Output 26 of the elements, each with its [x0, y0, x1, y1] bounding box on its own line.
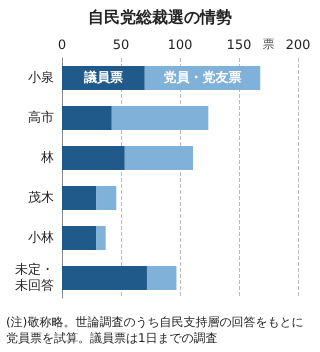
bar [62, 266, 147, 290]
chart-title: 自民党総裁選の情勢 [88, 8, 232, 26]
bar [62, 106, 112, 130]
y-tick-label: 高市 [28, 110, 54, 126]
y-tick-label: 林 [40, 150, 54, 166]
x-tick-label: 50 [112, 38, 130, 53]
bar [124, 146, 193, 170]
bar [146, 266, 176, 290]
bar [112, 106, 208, 130]
x-tick-label: 200 [286, 38, 310, 53]
bar [62, 226, 96, 250]
x-axis-title: 票 [262, 37, 274, 51]
bar [96, 186, 116, 210]
x-tick-label: 100 [168, 38, 192, 53]
series-label: 党員・党友票 [162, 70, 242, 86]
x-tick-label: 150 [226, 38, 252, 53]
bar [62, 146, 125, 170]
bar [96, 226, 106, 250]
y-tick-label: 未定・未回答 [15, 262, 54, 294]
y-tick-label: 小林 [28, 230, 54, 246]
x-tick-label: 0 [58, 38, 66, 53]
y-tick-label: 小泉 [28, 70, 54, 86]
series-label: 議員票 [82, 70, 123, 86]
y-tick-label: 茂木 [28, 190, 54, 206]
text: (注)敬称略。世論調査のうち自民支持層の回答をもとに党員票を試算。議員票は1日までの調査 [6, 315, 304, 345]
bar [62, 186, 96, 210]
